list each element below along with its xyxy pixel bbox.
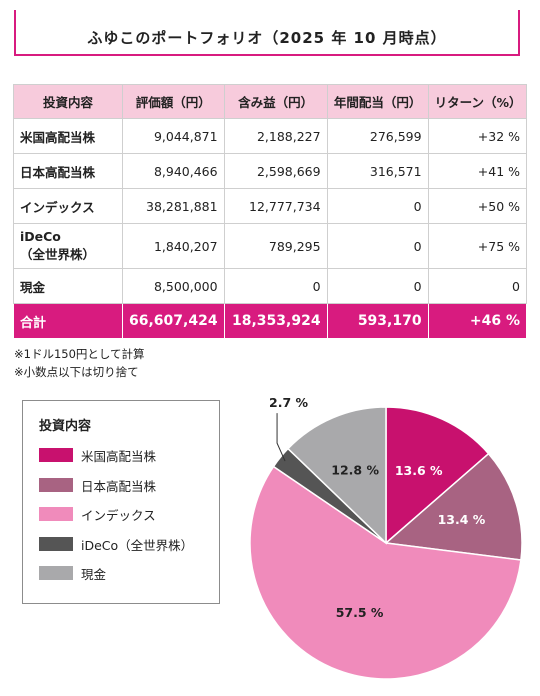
pie-slice-label: 12.8 % (331, 462, 379, 477)
row-label-line2: （全世界株） (20, 247, 96, 262)
row-label-line1: iDeCo (20, 229, 61, 244)
row-label: 日本高配当株 (13, 153, 123, 189)
row-dividend: 316,571 (326, 153, 429, 189)
legend-item: インデックス (39, 504, 156, 524)
row-value: 8,940,466 (122, 153, 225, 189)
pie-slice-label: 13.4 % (438, 512, 486, 527)
pie-slice (384, 452, 523, 561)
pie-slice-label: 13.6 % (395, 463, 443, 478)
legend-item: 日本高配当株 (39, 475, 156, 495)
header-return: リターン（%） (427, 84, 528, 119)
title-frame: ふゆこのポートフォリオ（2025 年 10 月時点） (14, 10, 520, 56)
legend-label: 現金 (81, 566, 107, 582)
legend-swatch (39, 507, 73, 521)
pie-slice (385, 406, 490, 545)
table-total-row: 合計 66,607,424 18,353,924 593,170 +46 % (13, 303, 528, 339)
total-return: +46 % (427, 303, 528, 339)
chart-legend: 投資内容 米国高配当株 日本高配当株 インデックス iDeCo（全世界株） 現金 (22, 400, 220, 604)
legend-swatch (39, 448, 73, 462)
header-gain: 含み益（円） (223, 84, 328, 119)
total-label: 合計 (13, 303, 123, 339)
legend-label: 日本高配当株 (81, 478, 157, 494)
legend-item: 米国高配当株 (39, 445, 156, 465)
legend-swatch (39, 566, 73, 580)
portfolio-table: 投資内容 評価額（円） 含み益（円） 年間配当（円） リターン（%） 米国高配当… (13, 84, 528, 339)
page-title: ふゆこのポートフォリオ（2025 年 10 月時点） (87, 29, 447, 47)
legend-item: 現金 (39, 563, 106, 583)
row-value: 38,281,881 (122, 188, 225, 224)
row-label: 米国高配当株 (13, 118, 123, 154)
legend-swatch (39, 478, 73, 492)
table-row: 米国高配当株 9,044,871 2,188,227 276,599 +32 % (13, 118, 528, 154)
row-gain: 2,598,669 (223, 153, 328, 189)
total-value: 66,607,424 (122, 303, 225, 339)
pie-slice (286, 406, 387, 545)
total-dividend: 593,170 (326, 303, 429, 339)
footnote: ※1ドル150円として計算 (14, 347, 145, 361)
legend-label: iDeCo（全世界株） (81, 537, 194, 553)
row-dividend: 276,599 (326, 118, 429, 154)
header-investment: 投資内容 (13, 84, 123, 119)
footnote: ※小数点以下は切り捨て (14, 365, 139, 379)
row-dividend: 0 (326, 268, 429, 304)
table-row: 現金 8,500,000 0 0 0 (13, 268, 528, 304)
pie-slice-label: 2.7 % (269, 395, 308, 410)
footnotes: ※1ドル150円として計算 ※小数点以下は切り捨て (14, 345, 145, 381)
table-row: インデックス 38,281,881 12,777,734 0 +50 % (13, 188, 528, 224)
pie-slice (249, 465, 522, 680)
header-value: 評価額（円） (122, 84, 225, 119)
legend-label: 米国高配当株 (81, 448, 157, 464)
row-label: インデックス (13, 188, 123, 224)
row-value: 9,044,871 (122, 118, 225, 154)
pie-slice-label: 57.5 % (336, 605, 384, 620)
table-header-row: 投資内容 評価額（円） 含み益（円） 年間配当（円） リターン（%） (13, 84, 528, 119)
legend-title: 投資内容 (39, 419, 92, 434)
legend-item: iDeCo（全世界株） (39, 534, 193, 554)
row-dividend: 0 (326, 223, 429, 269)
row-dividend: 0 (326, 188, 429, 224)
legend-label: インデックス (81, 507, 156, 523)
legend-swatch (39, 537, 73, 551)
row-value: 1,840,207 (122, 223, 225, 269)
leader-line (276, 413, 286, 462)
header-dividend: 年間配当（円） (326, 84, 429, 119)
row-return: +32 % (427, 118, 528, 154)
